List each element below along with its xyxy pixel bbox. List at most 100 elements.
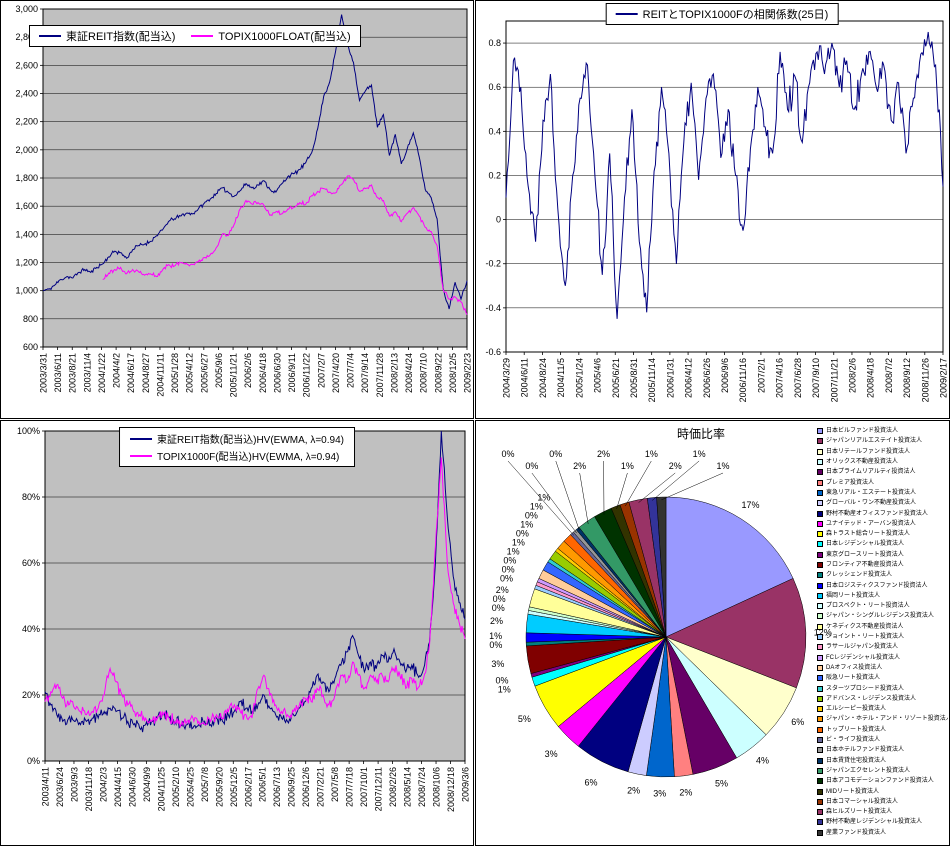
pie-legend-label: 日本ホテルファンド投資法人 bbox=[826, 747, 905, 754]
y-tick-label: 2,000 bbox=[15, 145, 38, 155]
pie-legend-swatch bbox=[817, 757, 823, 764]
pie-legend-item: 日本賃貸住宅投資法人 bbox=[817, 756, 948, 766]
pie-legend-swatch bbox=[817, 829, 823, 836]
x-tick-label: 2008/9/12 bbox=[902, 358, 912, 398]
x-tick-label: 2004/11/25 bbox=[156, 767, 166, 811]
leader-line bbox=[531, 472, 577, 534]
pie-percent-label: 0% bbox=[501, 449, 514, 459]
pie-legend-item: プロスペクト・リート投資法人 bbox=[817, 601, 948, 611]
pie-legend-item: スターツプロシード投資法人 bbox=[817, 683, 948, 693]
legend-volatility[interactable]: 東証REIT指数(配当込)HV(EWMA, λ=0.94) TOPIX1000F… bbox=[119, 427, 355, 467]
pie-legend-item: 東京グロースリート投資法人 bbox=[817, 550, 948, 560]
pie-percent-label: 2% bbox=[627, 785, 640, 795]
pie-legend-swatch bbox=[817, 613, 823, 620]
x-tick-label: 2008/12/18 bbox=[446, 767, 456, 812]
pie-legend-swatch bbox=[817, 726, 823, 733]
x-tick-label: 2006/9/11 bbox=[287, 353, 297, 392]
legend-item-reit: 東証REIT指数(配当込) bbox=[39, 28, 175, 44]
pie-legend-swatch bbox=[817, 448, 823, 455]
pie-legend-item: 日本ホテルファンド投資法人 bbox=[817, 745, 948, 755]
panel-correlation-chart[interactable]: -0.6 -0.4 -0.2 0 0.2 0.4 0.6 0.8 2004/3/29 2004/6… bbox=[475, 0, 950, 419]
x-tick-label: 2007/9/10 bbox=[811, 358, 821, 398]
x-tick-label: 2007/7/4 bbox=[346, 353, 356, 388]
pie-legend-label: ジャパンエクセレント投資法人 bbox=[826, 767, 911, 774]
pie-percent-label: 1% bbox=[693, 449, 706, 459]
x-tick-label: 2005/11/14 bbox=[647, 358, 657, 402]
pie-legend-swatch bbox=[817, 716, 823, 723]
y-tick-label: -0.2 bbox=[485, 259, 501, 269]
pie-legend-swatch bbox=[817, 654, 823, 661]
pie-percent-label: 3% bbox=[491, 659, 504, 669]
panel-market-cap-pie[interactable]: 17% 12% 6% 4% 5% 2% 3% 2% 6% 3% 5% 1% 0% 3% 0% 1% 2% 0% 0%… bbox=[475, 420, 950, 846]
x-tick-label: 2004/4/15 bbox=[113, 767, 123, 807]
pie-percent-label: 1% bbox=[507, 547, 520, 557]
y-tick-label: 0.4 bbox=[488, 126, 501, 136]
pie-percent-label: 3% bbox=[653, 789, 666, 799]
plot-area bbox=[44, 430, 466, 762]
series-line-1 bbox=[102, 175, 468, 315]
x-tick-label: 2005/6/21 bbox=[611, 358, 621, 398]
pie-legend-item: オリックス不動産投資法人 bbox=[817, 457, 948, 467]
pie-legend-item: FCレジデンシャル投資法人 bbox=[817, 653, 948, 663]
pie-legend-item: ジャパンリアルエステイト投資法人 bbox=[817, 436, 948, 446]
leader-line bbox=[507, 460, 574, 536]
pie-slice bbox=[656, 496, 667, 638]
pie-legend-swatch bbox=[817, 675, 823, 682]
x-tick-label: 2007/5/8 bbox=[330, 767, 340, 802]
x-tick-label: 2006/7/13 bbox=[272, 767, 282, 807]
x-tick-label: 2009/2/17 bbox=[939, 358, 949, 398]
x-tick-label: 2004/6/17 bbox=[126, 353, 136, 393]
pie-percent-label: 6% bbox=[584, 778, 597, 788]
pie-legend-swatch bbox=[817, 685, 823, 692]
x-tick-label: 2006/4/18 bbox=[258, 353, 268, 393]
x-tick-label: 2007/2/1 bbox=[756, 358, 766, 393]
pie-legend-label: 東急リアル・エステート投資法人 bbox=[826, 489, 916, 496]
y-tick-label: 80% bbox=[22, 492, 40, 502]
pie-legend-swatch bbox=[817, 459, 823, 466]
legend-label-topix-hv: TOPIX1000F(配当込)HV(EWMA, λ=0.94) bbox=[157, 452, 340, 463]
pie-percent-label: 1% bbox=[645, 449, 658, 459]
pie-slice bbox=[665, 496, 794, 638]
pie-legend-label: 日本ロジスティクスファンド投資法人 bbox=[826, 582, 928, 589]
pie-legend-item: ジョイント・リート投資法人 bbox=[817, 632, 948, 642]
pie-legend-swatch bbox=[817, 489, 823, 496]
x-tick-label: 2008/12/5 bbox=[448, 353, 458, 393]
pie-legend-swatch bbox=[817, 562, 823, 568]
legend-reit-index[interactable]: 東証REIT指数(配当込) TOPIX1000FLOAT(配当込) bbox=[29, 25, 361, 47]
panel-volatility-chart[interactable]: 0% 20% 40% 60% 80% 100% 2003/4/11 2003/6/24 2003… bbox=[0, 420, 474, 846]
pie-percent-label: 1% bbox=[530, 502, 543, 512]
pie-legend-swatch bbox=[817, 623, 823, 630]
pie-legend-label: 森トラスト総合リート投資法人 bbox=[826, 531, 910, 538]
pie-percent-label: 3% bbox=[545, 749, 558, 759]
x-tick-label: 2007/4/20 bbox=[331, 353, 341, 393]
x-tick-label: 2004/1/22 bbox=[97, 353, 107, 393]
pie-legend-item: クレッシェンド投資法人 bbox=[817, 570, 948, 580]
legend-label-reit: 東証REIT指数(配当込) bbox=[66, 31, 176, 43]
pie-legend-swatch bbox=[817, 778, 823, 785]
x-tick-label: 2006/4/12 bbox=[684, 358, 694, 398]
x-tick-label: 2005/12/5 bbox=[229, 767, 239, 807]
x-tick-label: 2006/6/30 bbox=[272, 353, 282, 393]
pie-percent-label: 2% bbox=[669, 461, 682, 471]
pie-legend-swatch bbox=[817, 634, 823, 641]
pie-percent-label: 2% bbox=[597, 449, 610, 459]
pie-percent-label: 2% bbox=[679, 788, 692, 798]
panel-reit-index-chart[interactable]: 600 800 1,000 1,200 1,400 1,600 1,800 2,000 2,20… bbox=[0, 0, 474, 419]
pie-legend-item: トップリート投資法人 bbox=[817, 725, 948, 735]
pie-legend-label: プロスペクト・リート投資法人 bbox=[826, 603, 910, 610]
pie-percent-label: 0% bbox=[493, 594, 506, 604]
y-tick-label: 40% bbox=[22, 624, 40, 634]
pie-legend[interactable]: 日本ビルファンド投資法人 ジャパンリアルエステイト投資法人 日本リテールファンド投資… bbox=[817, 426, 948, 838]
x-tick-label: 2007/12/11 bbox=[374, 767, 384, 811]
x-tick-label: 2008/5/14 bbox=[403, 767, 413, 807]
pie-legend-label: ラサールジャパン投資法人 bbox=[826, 644, 899, 651]
legend-correlation[interactable]: REITとTOPIX1000Fの相関係数(25日) bbox=[605, 3, 839, 25]
pie-legend-label: フロンティア不動産投資法人 bbox=[826, 562, 904, 568]
pie-legend-label: ケネディクス不動産投資法人 bbox=[826, 623, 904, 630]
pie-percent-label: 0% bbox=[502, 565, 515, 575]
pie-legend-label: ジャパンリアルエステイト投資法人 bbox=[826, 438, 922, 445]
pie-legend-swatch bbox=[817, 788, 823, 795]
pie-legend-item: 森トラスト総合リート投資法人 bbox=[817, 529, 948, 539]
pie-legend-label: DAオフィス投資法人 bbox=[826, 664, 883, 671]
y-tick-label: 0 bbox=[496, 215, 501, 225]
